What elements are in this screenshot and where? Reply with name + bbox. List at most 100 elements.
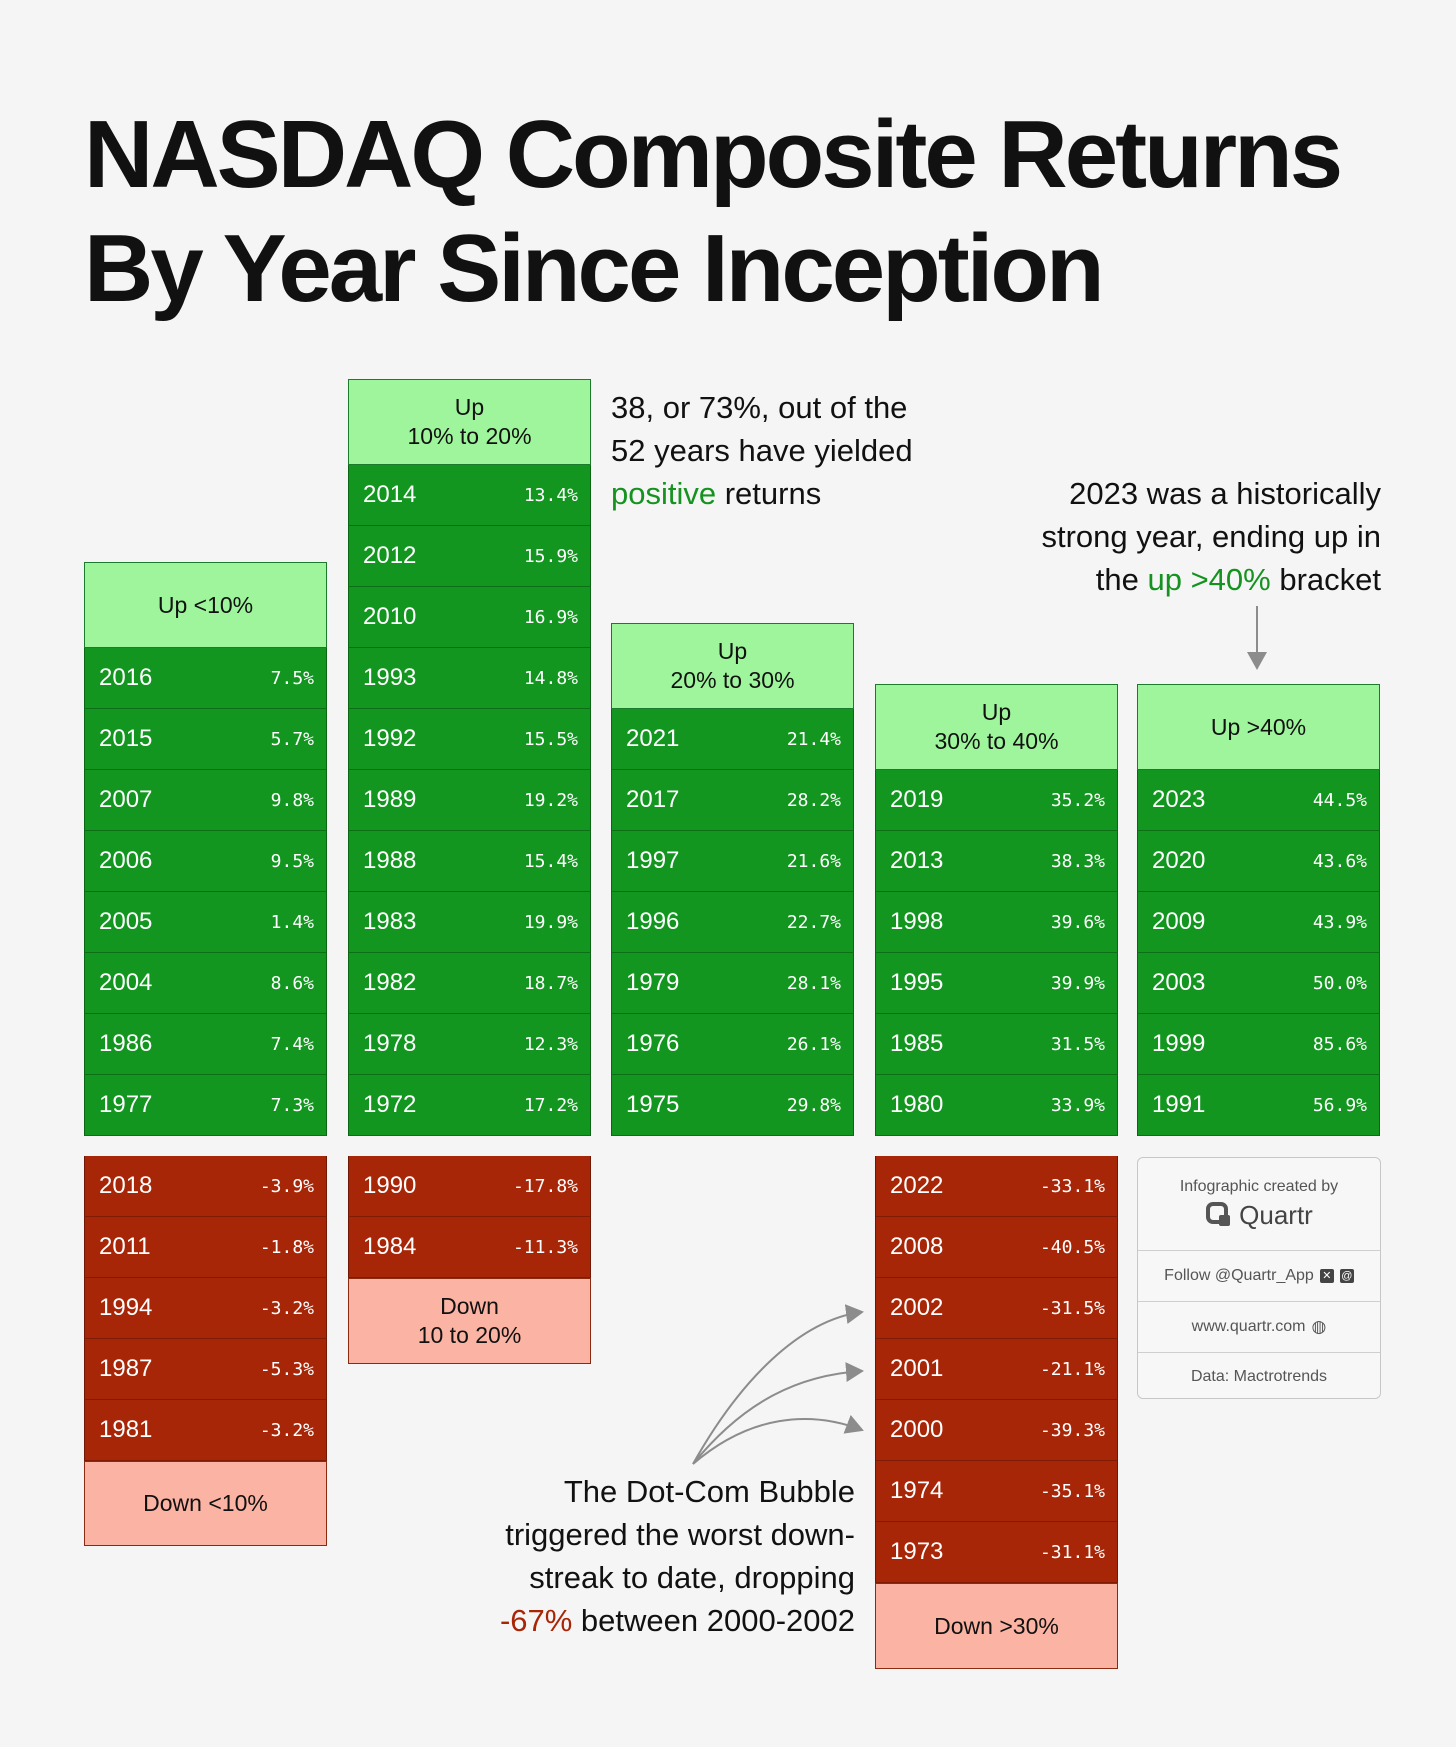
down-bracket-footer: Down <10% bbox=[84, 1461, 327, 1546]
note-line: The Dot-Com Bubble bbox=[563, 1474, 855, 1509]
up-year-row: 1997 21.6% bbox=[611, 831, 854, 892]
up-year-row: 1988 15.4% bbox=[348, 831, 591, 892]
up-year-row: 1985 31.5% bbox=[875, 1014, 1118, 1075]
up-bracket-column: Up >40% 2023 44.5% 2020 43.6% 2009 43.9% 2003 50… bbox=[1137, 684, 1380, 1136]
year-label: 2012 bbox=[363, 542, 417, 569]
year-label: 2002 bbox=[890, 1294, 944, 1321]
return-value: 39.6% bbox=[1050, 911, 1105, 933]
up-year-row: 1986 7.4% bbox=[84, 1014, 327, 1075]
return-value: -21.1% bbox=[1039, 1358, 1105, 1380]
credit-created: Infographic created by Quartr bbox=[1138, 1158, 1380, 1251]
credit-follow[interactable]: Follow @Quartr_App ✕ @ bbox=[1138, 1251, 1380, 1302]
down-year-row: 1990 -17.8% bbox=[348, 1156, 591, 1217]
up-year-row: 1972 17.2% bbox=[348, 1075, 591, 1136]
year-label: 2007 bbox=[99, 786, 153, 813]
return-value: 43.6% bbox=[1312, 850, 1367, 872]
year-label: 1978 bbox=[363, 1030, 417, 1057]
return-value: 29.8% bbox=[786, 1094, 841, 1116]
up-year-row: 1992 15.5% bbox=[348, 709, 591, 770]
year-label: 2023 bbox=[1152, 786, 1206, 813]
return-value: 38.3% bbox=[1050, 850, 1105, 872]
note-line: streak to date, dropping bbox=[529, 1560, 855, 1595]
credit-website[interactable]: www.quartr.com ◍ bbox=[1138, 1302, 1380, 1353]
return-value: 7.4% bbox=[270, 1033, 314, 1055]
year-label: 2006 bbox=[99, 847, 153, 874]
down-bracket-column: 2022 -33.1% 2008 -40.5% 2002 -31.5% 2001 -21.1%… bbox=[875, 1156, 1118, 1669]
year-label: 1977 bbox=[99, 1091, 153, 1118]
return-value: 31.5% bbox=[1050, 1033, 1105, 1055]
return-value: 8.6% bbox=[270, 972, 314, 994]
up-year-row: 2007 9.8% bbox=[84, 770, 327, 831]
year-label: 2019 bbox=[890, 786, 944, 813]
year-label: 2010 bbox=[363, 603, 417, 630]
positive-returns-note: 38, or 73%, out of the 52 years have yie… bbox=[611, 386, 913, 515]
note-tail: bracket bbox=[1270, 562, 1381, 597]
return-value: -11.3% bbox=[512, 1236, 578, 1258]
up-bracket-header: Up 10% to 20% bbox=[348, 379, 591, 465]
credit-box: Infographic created by Quartr Follow @Qu… bbox=[1137, 1157, 1381, 1399]
year-label: 1982 bbox=[363, 969, 417, 996]
return-value: 12.3% bbox=[523, 1033, 578, 1055]
strong-2023-note: 2023 was a historically strong year, end… bbox=[1041, 472, 1381, 601]
up-bracket-header: Up >40% bbox=[1137, 684, 1380, 770]
return-value: 18.7% bbox=[523, 972, 578, 994]
down-year-row: 1973 -31.1% bbox=[875, 1522, 1118, 1583]
up-year-row: 2006 9.5% bbox=[84, 831, 327, 892]
year-label: 2003 bbox=[1152, 969, 1206, 996]
dotcom-note: The Dot-Com Bubble triggered the worst d… bbox=[500, 1470, 855, 1642]
year-label: 2001 bbox=[890, 1355, 944, 1382]
brand-logo: Quartr bbox=[1205, 1200, 1313, 1231]
return-value: 1.4% bbox=[270, 911, 314, 933]
year-label: 1984 bbox=[363, 1233, 417, 1260]
up-year-row: 2012 15.9% bbox=[348, 526, 591, 587]
down-year-row: 1981 -3.2% bbox=[84, 1400, 327, 1461]
return-value: -31.5% bbox=[1039, 1297, 1105, 1319]
year-label: 1979 bbox=[626, 969, 680, 996]
year-label: 1983 bbox=[363, 908, 417, 935]
title-line-2: By Year Since Inception bbox=[84, 215, 1105, 322]
up-year-row: 1999 85.6% bbox=[1137, 1014, 1380, 1075]
down-year-row: 2002 -31.5% bbox=[875, 1278, 1118, 1339]
return-value: 44.5% bbox=[1312, 789, 1367, 811]
note-line: strong year, ending up in bbox=[1041, 519, 1381, 554]
return-value: 9.8% bbox=[270, 789, 314, 811]
arrow-to-2002 bbox=[692, 1304, 864, 1465]
down-year-row: 1984 -11.3% bbox=[348, 1217, 591, 1278]
year-label: 2018 bbox=[99, 1172, 153, 1199]
return-value: 15.5% bbox=[523, 728, 578, 750]
year-label: 1976 bbox=[626, 1030, 680, 1057]
return-value: -35.1% bbox=[1039, 1480, 1105, 1502]
brand-name: Quartr bbox=[1239, 1199, 1313, 1230]
up-year-row: 1983 19.9% bbox=[348, 892, 591, 953]
year-label: 1998 bbox=[890, 908, 944, 935]
up-year-row: 2003 50.0% bbox=[1137, 953, 1380, 1014]
year-label: 2014 bbox=[363, 481, 417, 508]
year-label: 2011 bbox=[99, 1233, 151, 1260]
up-year-row: 2021 21.4% bbox=[611, 709, 854, 770]
return-value: -3.2% bbox=[259, 1297, 314, 1319]
down-bracket-column: 2018 -3.9% 2011 -1.8% 1994 -3.2% 1987 -5.3% 1981… bbox=[84, 1156, 327, 1546]
down-year-row: 1987 -5.3% bbox=[84, 1339, 327, 1400]
up-year-row: 1979 28.1% bbox=[611, 953, 854, 1014]
return-value: 9.5% bbox=[270, 850, 314, 872]
return-value: -39.3% bbox=[1039, 1419, 1105, 1441]
return-value: 22.7% bbox=[786, 911, 841, 933]
year-label: 1999 bbox=[1152, 1030, 1206, 1057]
year-label: 2009 bbox=[1152, 908, 1206, 935]
return-value: 50.0% bbox=[1312, 972, 1367, 994]
up-year-row: 2013 38.3% bbox=[875, 831, 1118, 892]
down-year-row: 1974 -35.1% bbox=[875, 1461, 1118, 1522]
x-icon: ✕ bbox=[1319, 1269, 1334, 1283]
year-label: 1986 bbox=[99, 1030, 153, 1057]
year-label: 1974 bbox=[890, 1477, 944, 1504]
down-year-row: 2000 -39.3% bbox=[875, 1400, 1118, 1461]
year-label: 1991 bbox=[1152, 1091, 1206, 1118]
credit-website-text: www.quartr.com bbox=[1191, 1318, 1306, 1335]
return-value: -1.8% bbox=[259, 1236, 314, 1258]
down-bracket-footer: Down >30% bbox=[875, 1583, 1118, 1669]
down-bracket-footer: Down 10 to 20% bbox=[348, 1278, 591, 1364]
return-value: 17.2% bbox=[523, 1094, 578, 1116]
arrow-to-2000 bbox=[692, 1414, 864, 1465]
year-label: 1988 bbox=[363, 847, 417, 874]
return-value: 26.1% bbox=[786, 1033, 841, 1055]
